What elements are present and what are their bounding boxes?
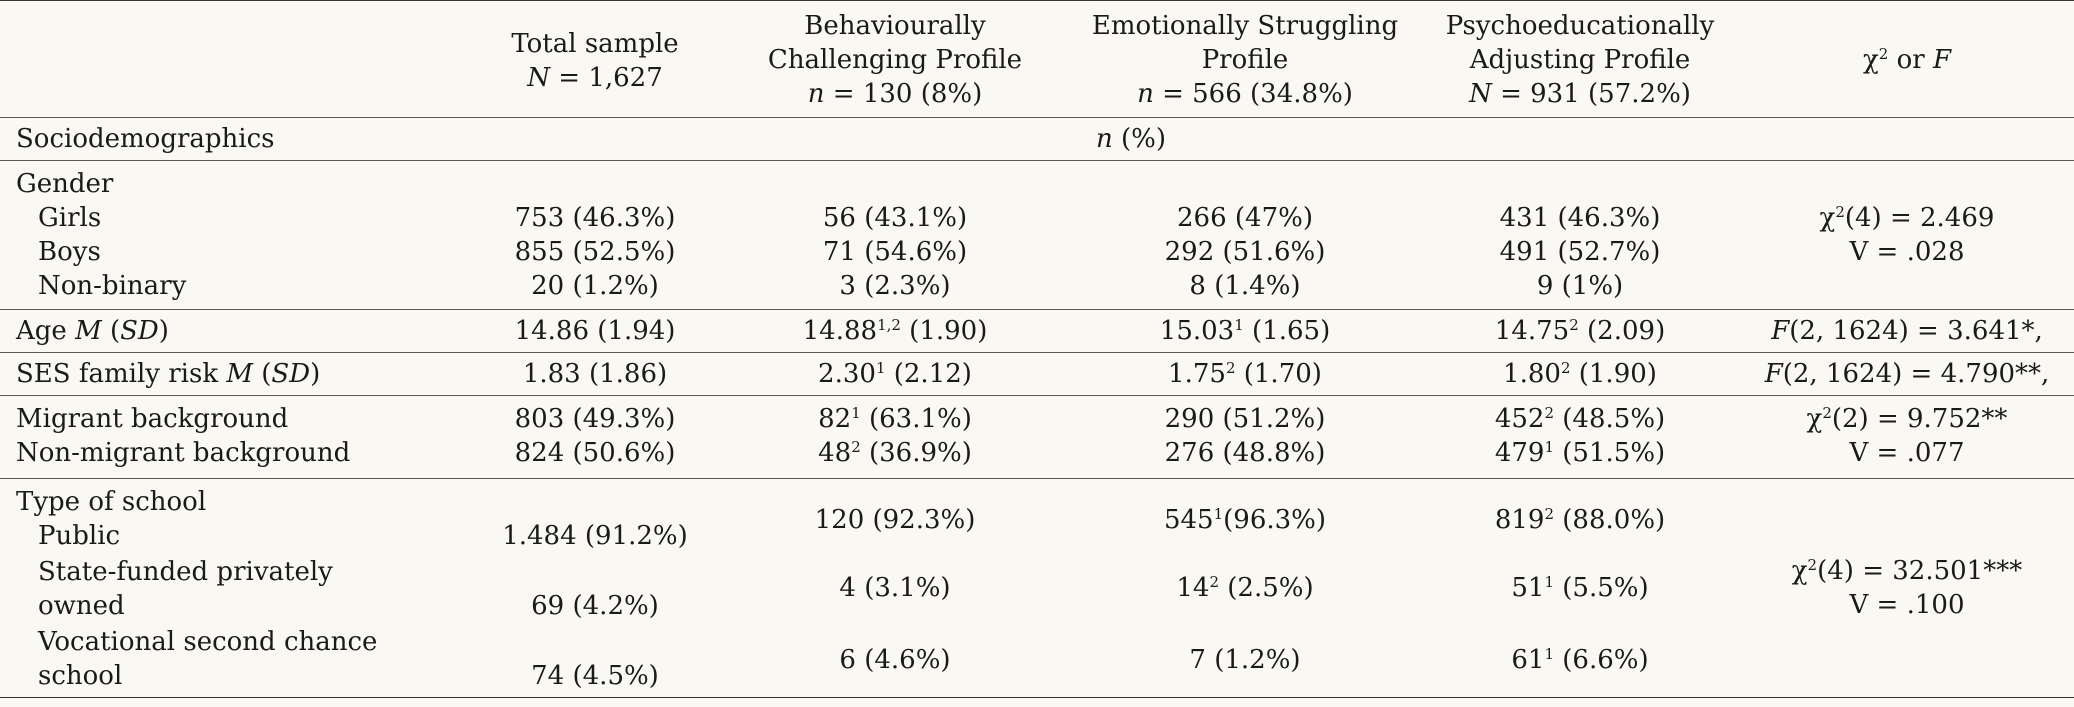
school-stat: χ2(4) = 32.501*** V = .100: [1740, 553, 2074, 623]
cell-es: 5451(96.3%): [1163, 505, 1327, 535]
table-row: Migrant background 803 (49.3%) 821 (63.1…: [0, 395, 2074, 479]
cell-es: 276 (48.8%): [1164, 438, 1326, 468]
cell-bc: 4 (3.1%): [839, 573, 951, 603]
header-pa-n: N = 931 (57.2%): [1469, 79, 1691, 109]
age-stat: F(2, 1624) = 3.641*,: [1740, 309, 2074, 353]
school-chi: χ2(4) = 32.501***: [1791, 556, 2023, 586]
row-label: Vocational second chance school: [38, 627, 378, 691]
row-label: Boys: [38, 237, 101, 267]
gender-heading-row: Gender: [0, 160, 2074, 201]
age-pa: 14.752 (2.09): [1420, 309, 1740, 353]
school-heading-row: Type of school: [0, 478, 2074, 519]
gender-v: V = .028: [1849, 237, 1965, 267]
table-row: Non-binary 20 (1.2%) 3 (2.3%) 8 (1.4%) 9…: [0, 269, 2074, 310]
migrant-chi: χ2(2) = 9.752**: [1806, 404, 2008, 434]
header-es-line2: Profile: [1201, 45, 1289, 75]
header-pa-line1: Psychoeducationally: [1445, 11, 1715, 41]
cell-es: 292 (51.6%): [1164, 237, 1326, 267]
row-label: Non-migrant background: [16, 438, 351, 468]
cell-pa: 4522 (48.5%): [1420, 395, 1740, 436]
ses-stat: F(2, 1624) = 4.790**,: [1740, 352, 2074, 396]
header-bc-n: n = 130 (8%): [807, 79, 983, 109]
cell-total: 69 (4.2%): [531, 591, 659, 621]
ses-bc: 2.301 (2.12): [720, 352, 1070, 396]
header-es-line1: Emotionally Struggling: [1091, 11, 1399, 41]
header-total-label: Total sample: [511, 29, 679, 59]
cell-bc: 120 (92.3%): [814, 505, 976, 535]
cell-es: 290 (51.2%): [1070, 395, 1420, 436]
cell-bc: 3 (2.3%): [839, 271, 951, 301]
ses-label: SES family risk M (SD): [0, 352, 470, 396]
ses-total: 1.83 (1.86): [470, 352, 720, 396]
school-label: Type of school: [0, 478, 470, 519]
row-label: Public: [38, 521, 121, 551]
table-row: Public 1.484 (91.2%) 120 (92.3%) 5451(96…: [0, 505, 2074, 553]
migrant-v: V = .077: [1849, 438, 1965, 468]
gender-label: Gender: [0, 160, 470, 201]
age-total: 14.86 (1.94): [470, 309, 720, 353]
age-bc: 14.881,2 (1.90): [720, 309, 1070, 353]
header-psychoeducationally-adjusting: Psychoeducationally Adjusting Profile N …: [1420, 0, 1740, 118]
cell-total: 803 (49.3%): [470, 395, 720, 436]
section-unit: n (%): [470, 117, 1420, 161]
header-row: Total sample N = 1,627 Behaviourally Cha…: [0, 0, 2074, 118]
table-row: Vocational second chance school 74 (4.5%…: [0, 623, 2074, 698]
row-label: Non-binary: [38, 271, 187, 301]
cell-pa: 511 (5.5%): [1511, 573, 1649, 603]
header-pa-line2: Adjusting Profile: [1469, 45, 1691, 75]
gender-stat: χ2(4) = 2.469 V = .028: [1740, 201, 2074, 269]
header-es-n: n = 566 (34.8%): [1137, 79, 1353, 109]
cell-es: 8 (1.4%): [1189, 271, 1301, 301]
ses-row: SES family risk M (SD) 1.83 (1.86) 2.301…: [0, 352, 2074, 396]
migrant-stat: χ2(2) = 9.752** V = .077: [1740, 395, 2074, 479]
row-label: Girls: [38, 203, 102, 233]
cell-es: 142 (2.5%): [1176, 573, 1314, 603]
header-total-sample: Total sample N = 1,627: [470, 0, 720, 118]
cell-pa: 4791 (51.5%): [1494, 438, 1666, 468]
header-bc-line1: Behaviourally: [804, 11, 986, 41]
header-empty: [0, 0, 470, 118]
cell-pa: 9 (1%): [1536, 271, 1624, 301]
cell-total: 855 (52.5%): [514, 237, 676, 267]
cell-total: 74 (4.5%): [470, 623, 720, 698]
header-behaviourally-challenging: Behaviourally Challenging Profile n = 13…: [720, 0, 1070, 118]
header-stat: χ2 or F: [1740, 0, 2074, 118]
table-row: Girls 753 (46.3%) 56 (43.1%) 266 (47%) 4…: [0, 201, 2074, 267]
row-label: Migrant background: [0, 395, 470, 436]
age-label: Age M (SD): [0, 309, 470, 353]
ses-pa: 1.802 (1.90): [1420, 352, 1740, 396]
ses-es: 1.752 (1.70): [1070, 352, 1420, 396]
table-row: Non-migrant background 824 (50.6%) 482 (…: [0, 436, 2074, 479]
header-emotionally-struggling: Emotionally Struggling Profile n = 566 (…: [1070, 0, 1420, 118]
section-label: Sociodemographics: [0, 117, 470, 161]
school-v: V = .100: [1849, 590, 1965, 620]
age-row: Age M (SD) 14.86 (1.94) 14.881,2 (1.90) …: [0, 309, 2074, 353]
cell-bc: 71 (54.6%): [822, 237, 968, 267]
table-row: Boys 855 (52.5%) 71 (54.6%) 292 (51.6%) …: [0, 235, 2074, 269]
cell-pa: 431 (46.3%): [1499, 203, 1661, 233]
cell-bc: 6 (4.6%): [720, 623, 1070, 698]
table-row: State-funded privately owned 69 (4.2%) 4…: [0, 553, 2074, 623]
cell-total: 824 (50.6%): [514, 438, 676, 468]
header-total-n: N = 1,627: [527, 63, 663, 93]
header-bc-line2: Challenging Profile: [767, 45, 1023, 75]
cell-total: 753 (46.3%): [514, 203, 676, 233]
cell-es: 266 (47%): [1177, 203, 1313, 233]
section-row: Sociodemographics n (%): [0, 117, 2074, 161]
cell-pa: 8192 (88.0%): [1494, 505, 1666, 535]
age-es: 15.031 (1.65): [1070, 309, 1420, 353]
cell-pa: 491 (52.7%): [1499, 237, 1661, 267]
row-label: State-funded privately owned: [38, 557, 333, 621]
cell-bc: 482 (36.9%): [818, 438, 972, 468]
cell-es: 7 (1.2%): [1070, 623, 1420, 698]
cell-total: 1.484 (91.2%): [502, 521, 688, 551]
cell-total: 20 (1.2%): [531, 271, 659, 301]
gender-chi: χ2(4) = 2.469: [1819, 203, 1995, 233]
cell-bc: 821 (63.1%): [720, 395, 1070, 436]
cell-bc: 56 (43.1%): [822, 203, 968, 233]
cell-pa: 611 (6.6%): [1420, 623, 1740, 698]
